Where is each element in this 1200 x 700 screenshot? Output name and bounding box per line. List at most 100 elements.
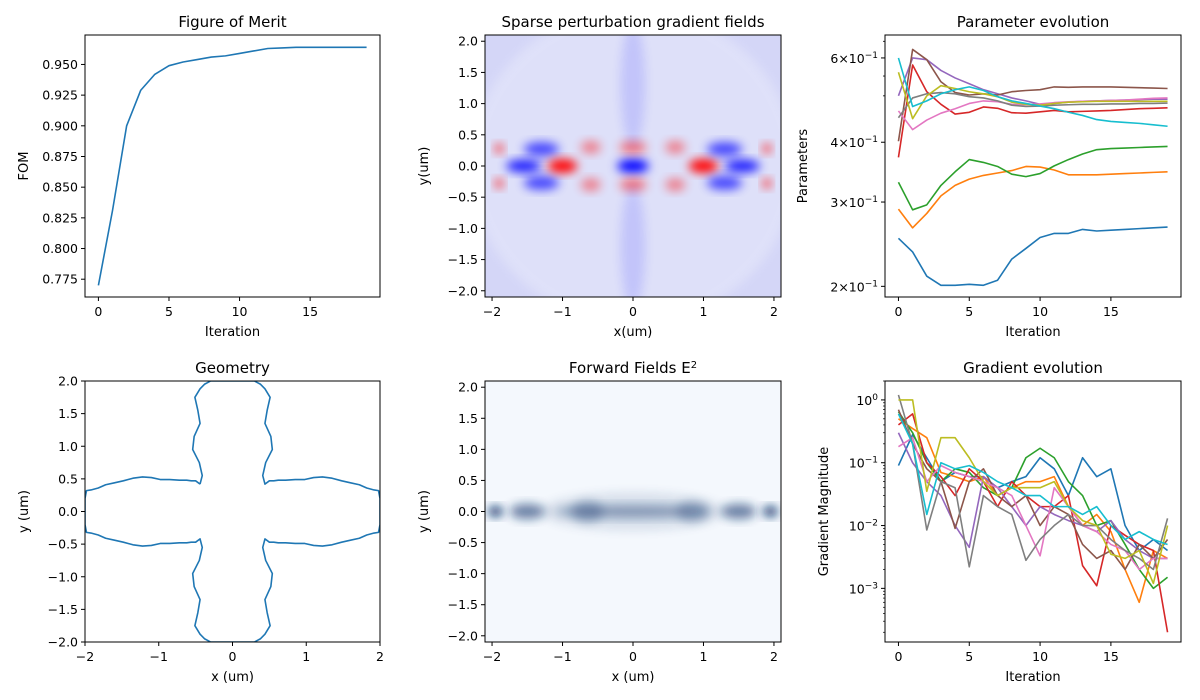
heatmap-blob-3 bbox=[494, 143, 504, 154]
y-tick-label: 0.0 bbox=[458, 159, 478, 174]
heatmap-blob-11 bbox=[665, 141, 686, 154]
axes-frame bbox=[84, 34, 381, 298]
heatmap-blob-20 bbox=[620, 185, 646, 297]
x-tick-label: 0 bbox=[629, 649, 637, 664]
y-tick-label: −2.0 bbox=[48, 635, 78, 650]
heatmap-blob-7 bbox=[580, 178, 601, 191]
series-line-0 bbox=[897, 226, 1168, 287]
y-tick-label: 1.5 bbox=[458, 411, 478, 426]
series-line-4 bbox=[897, 57, 1168, 106]
series-line-1 bbox=[897, 165, 1168, 229]
chart-panel-0: Figure of Merit Iteration FOM 0 5 10 15 0.775 0.… bbox=[17, 13, 381, 340]
y-tick-label: 0.0 bbox=[458, 504, 478, 519]
heatmap-blob-6 bbox=[580, 141, 601, 154]
x-tick-label: 1 bbox=[699, 304, 707, 319]
y-tick-label: −1.0 bbox=[448, 566, 478, 581]
y-tick-label: 0.900 bbox=[42, 118, 78, 133]
x-tick-label: −2 bbox=[483, 649, 501, 664]
y-tick-label: 100 bbox=[856, 393, 878, 408]
y-axis-label-3: y (um) bbox=[17, 490, 32, 533]
y-tick-label: 1.0 bbox=[458, 96, 478, 111]
y-tick-exponent: −2 bbox=[865, 519, 878, 529]
series-line-7 bbox=[897, 394, 1169, 571]
y-tick-label: −2.0 bbox=[448, 628, 478, 643]
x-tick-label: 0 bbox=[629, 304, 637, 319]
chart-title-superscript: 2 bbox=[691, 360, 697, 371]
chart-panel-2: Parameter evolution Iteration Parameters 0 5… bbox=[796, 13, 1182, 340]
y-axis-label-2: Parameters bbox=[796, 129, 811, 204]
heatmap-blob-12 bbox=[665, 178, 686, 191]
x-tick-label: 1 bbox=[699, 649, 707, 664]
x-tick-label: 15 bbox=[1103, 649, 1119, 664]
y-tick-label: −0.5 bbox=[448, 535, 478, 550]
series-line-8 bbox=[898, 399, 1169, 585]
y-tick-label: −1.5 bbox=[448, 252, 478, 267]
y-tick-label: 0.0 bbox=[58, 504, 78, 519]
y-tick-exponent: −1 bbox=[865, 279, 878, 289]
heatmap-blob-2 bbox=[509, 503, 545, 520]
y-tick-label: 10−2 bbox=[849, 519, 878, 534]
heatmap-blob-8 bbox=[617, 159, 649, 173]
y-tick-label: −0.5 bbox=[48, 537, 78, 552]
heatmap-blob-14 bbox=[707, 142, 743, 157]
y-tick-label: 0.775 bbox=[42, 272, 78, 287]
heatmap-cells bbox=[485, 35, 781, 297]
y-tick-label: 10−3 bbox=[849, 581, 878, 596]
y-axis-label-1: y(um) bbox=[417, 147, 432, 186]
y-tick-label: −1.0 bbox=[448, 221, 478, 236]
heatmap-blob-18 bbox=[762, 178, 772, 189]
x-tick-label: 5 bbox=[965, 304, 973, 319]
y-axis-label-0: FOM bbox=[17, 152, 32, 181]
y-tick-label: 10−1 bbox=[849, 456, 878, 471]
y-tick-exponent: −1 bbox=[865, 135, 878, 145]
heatmap-blob-5 bbox=[547, 159, 578, 173]
x-tick-label: 2 bbox=[770, 304, 778, 319]
x-tick-label: −1 bbox=[553, 304, 571, 319]
x-axis-label-2: Iteration bbox=[1005, 325, 1060, 340]
series-line-0 bbox=[85, 381, 380, 642]
series-line-1 bbox=[897, 418, 1168, 604]
heatmap-blob-4 bbox=[494, 178, 504, 189]
y-tick-label: 2×10−1 bbox=[830, 279, 878, 294]
chart-panel-3: Geometry x (um) y (um) −2 −1 0 1 2 −2.0 −1.5 −1.0 −… bbox=[17, 359, 384, 685]
x-tick-label: 5 bbox=[165, 304, 173, 319]
x-tick-label: −2 bbox=[483, 304, 501, 319]
chart-title-5: Gradient evolution bbox=[963, 359, 1103, 377]
y-tick-label: 0.950 bbox=[42, 57, 78, 72]
heatmap-blob-0 bbox=[488, 506, 503, 517]
x-axis-label-3: x (um) bbox=[211, 670, 254, 685]
plot-area bbox=[97, 46, 367, 286]
heatmap-blob-3 bbox=[721, 503, 757, 520]
y-tick-label: 1.0 bbox=[458, 442, 478, 457]
y-tick-label: 0.850 bbox=[42, 180, 78, 195]
heatmap-blob-2 bbox=[523, 175, 560, 190]
y-tick-exponent: −1 bbox=[865, 195, 878, 205]
axes-frame bbox=[884, 380, 1182, 643]
plot-area bbox=[897, 48, 1168, 287]
chart-panel-4: Forward Fields E2 x (um) y (um) −2 −1 0 1 2 −2.0… bbox=[417, 359, 782, 685]
y-tick-exponent: −1 bbox=[865, 456, 878, 466]
y-tick-label: 2.0 bbox=[458, 34, 478, 49]
heatmap-blob-15 bbox=[707, 175, 743, 190]
heatmap-blob-7 bbox=[541, 492, 725, 531]
x-tick-label: 15 bbox=[302, 304, 318, 319]
series-line-5 bbox=[897, 409, 1169, 571]
x-tick-label: 10 bbox=[232, 304, 248, 319]
axes-frame bbox=[884, 34, 1182, 298]
x-tick-label: 0 bbox=[894, 649, 902, 664]
chart-title-2: Parameter evolution bbox=[957, 13, 1110, 31]
plot-area bbox=[85, 381, 380, 642]
chart-title-3: Geometry bbox=[195, 359, 270, 377]
x-tick-label: −1 bbox=[150, 649, 168, 664]
series-line-3 bbox=[897, 64, 1168, 158]
y-tick-label: 0.875 bbox=[42, 149, 78, 164]
x-axis-label-0: Iteration bbox=[205, 325, 260, 340]
x-tick-label: 0 bbox=[894, 304, 902, 319]
x-tick-label: 2 bbox=[376, 649, 384, 664]
chart-panel-1: Sparse perturbation gradient fields x(um)… bbox=[417, 13, 782, 340]
x-tick-label: 1 bbox=[302, 649, 310, 664]
series-line-9 bbox=[897, 57, 1168, 128]
y-tick-exponent: 0 bbox=[872, 393, 878, 403]
x-tick-label: 0 bbox=[229, 649, 237, 664]
